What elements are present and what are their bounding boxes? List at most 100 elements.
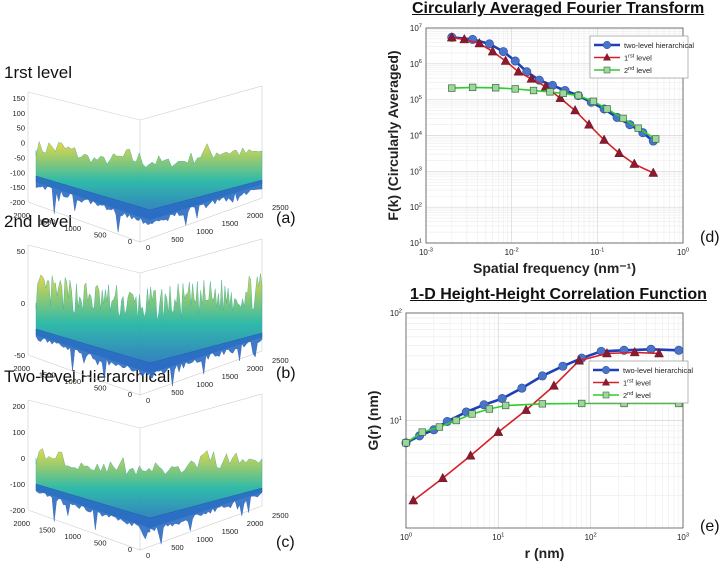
x-tick-label: 0 (146, 243, 150, 252)
fourier-point-triangle (513, 66, 524, 76)
fourier-point-triangle (474, 37, 485, 48)
level-label-two-level: Two-level Hierarchical (4, 367, 171, 386)
correlation-point-square (578, 399, 586, 408)
y-tick-label: 0 (128, 390, 132, 399)
x-tick-label: 500 (171, 388, 184, 397)
correlation-point-circle (517, 383, 527, 393)
fourier-x-tick-label: 10-2 (505, 247, 519, 257)
z-tick-label: -200 (10, 198, 25, 207)
correlation-legend-label: 1rst level (623, 379, 651, 388)
fourier-point-square (559, 89, 567, 98)
z-tick-label: 0 (21, 139, 25, 148)
correlation-point-square (485, 405, 494, 413)
x-tick-label: 1500 (222, 219, 239, 228)
fourier-point-triangle (487, 46, 498, 56)
correlation-series-line-red (412, 351, 660, 502)
level-label-2nd: 2nd level (4, 212, 73, 231)
surface-plots: 150100500-50-100-150-2002000150010005000… (10, 85, 289, 560)
panel-tag-a: (a) (276, 210, 296, 227)
x-tick-label: 2000 (247, 519, 264, 528)
fourier-point-triangle (648, 167, 659, 177)
correlation-y-axis-label: G(r) (nm) (365, 391, 381, 451)
correlation-legend-label: 2nd level (623, 391, 651, 400)
x-tick-label: 1000 (196, 227, 213, 236)
x-tick-label: 1000 (196, 535, 213, 544)
correlation-legend-marker-circle (601, 365, 611, 375)
fourier-point-triangle (570, 104, 581, 115)
axis-box (27, 393, 263, 551)
y-tick-label: 2000 (13, 364, 30, 373)
fourier-point-square (491, 84, 500, 92)
fourier-point-triangle (540, 81, 551, 91)
y-tick-label: 1500 (39, 526, 56, 535)
z-tick-label: 50 (17, 124, 25, 133)
surface-panel-a: 150100500-50-100-150-2002000150010005000… (10, 85, 289, 252)
x-tick-label: 1000 (196, 380, 213, 389)
correlation-legend-marker-triangle (602, 378, 610, 386)
fourier-legend-label: two-level hierarchical (624, 41, 694, 50)
z-tick-label: -150 (10, 183, 25, 192)
fourier-y-tick-label: 104 (410, 131, 423, 141)
x-tick-label: 0 (146, 396, 150, 405)
correlation-legend-label: two-level hierarchical (623, 366, 693, 375)
fourier-legend-marker-triangle (603, 53, 611, 61)
correlation-point-triangle (521, 404, 532, 414)
z-tick-label: 200 (12, 402, 25, 411)
correlation-point-circle (497, 394, 507, 404)
fourier-legend: two-level hierarchical 1rst level 2nd leve… (589, 35, 694, 79)
x-tick-label: 1500 (222, 527, 239, 536)
z-tick-label: 0 (21, 454, 25, 463)
fourier-point-square (603, 105, 611, 113)
fourier-y-tick-label: 106 (410, 59, 422, 69)
fourier-point-square (652, 135, 660, 143)
correlation-x-tick-label: 101 (492, 532, 504, 542)
fourier-x-tick-label: 10-3 (419, 247, 433, 257)
fourier-x-tick-label: 100 (677, 247, 689, 257)
correlation-point-square (468, 410, 476, 418)
fourier-axes-frame (425, 27, 684, 244)
fourier-point-square (574, 91, 582, 100)
fourier-legend-label: 2nd level (624, 66, 652, 75)
y-tick-label: 1500 (39, 371, 56, 380)
z-tick-label: -200 (10, 506, 25, 515)
z-tick-label: 150 (12, 94, 25, 103)
x-tick-label: 2000 (247, 364, 264, 373)
fourier-legend-marker-circle (602, 40, 612, 50)
fourier-y-tick-label: 102 (410, 203, 422, 213)
correlation-point-square (402, 439, 410, 447)
correlation-point-triangle (549, 380, 559, 390)
z-tick-label: -50 (14, 153, 25, 162)
y-tick-label: 0 (128, 237, 132, 246)
fourier-point-circle (510, 56, 520, 66)
level-label-1rst: 1rst level (4, 63, 73, 82)
z-tick-label: -100 (10, 480, 25, 489)
correlation-point-circle (558, 361, 568, 371)
x-tick-label: 0 (146, 551, 150, 560)
x-tick-label: 2500 (272, 511, 289, 520)
panel-tag-c: (c) (276, 534, 295, 551)
panel-tag-e: (e) (700, 518, 720, 535)
fourier-point-triangle (629, 158, 640, 168)
x-tick-label: 2500 (272, 356, 289, 365)
fourier-point-square (511, 85, 519, 93)
x-tick-label: 500 (171, 235, 184, 244)
fourier-point-square (448, 84, 456, 92)
fourier-point-triangle (584, 119, 594, 129)
surface-valleys (35, 483, 263, 545)
fourier-point-circle (484, 39, 494, 49)
y-tick-label: 500 (94, 384, 107, 393)
z-tick-label: -50 (14, 351, 25, 360)
x-tick-label: 1500 (222, 372, 239, 381)
correlation-point-triangle (574, 355, 585, 365)
correlation-point-triangle (493, 426, 504, 436)
correlation-point-circle (537, 371, 547, 381)
axis-box (27, 85, 263, 243)
fourier-y-tick-label: 105 (410, 95, 422, 105)
y-tick-label: 500 (94, 231, 107, 240)
correlation-axes-frame (405, 312, 684, 529)
y-tick-label: 1000 (64, 224, 81, 233)
y-tick-label: 1500 (39, 218, 56, 227)
correlation-point-triangle (408, 495, 419, 505)
z-tick-label: 50 (17, 247, 25, 256)
fourier-point-square (529, 86, 538, 95)
